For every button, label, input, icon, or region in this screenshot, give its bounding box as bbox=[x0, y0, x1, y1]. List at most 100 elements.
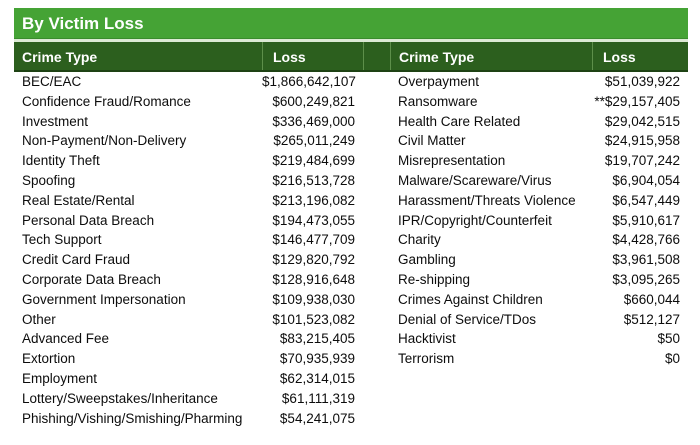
table-row: Investment $336,469,000 bbox=[14, 112, 363, 132]
crime-type-cell: Health Care Related bbox=[398, 113, 521, 129]
crime-type-cell: Phishing/Vishing/Smishing/Pharming bbox=[22, 410, 243, 426]
loss-cell: $1,866,642,107 bbox=[262, 74, 356, 89]
loss-cell: $3,961,508 bbox=[612, 252, 680, 268]
table-row: Tech Support $146,477,709 bbox=[14, 230, 363, 250]
header-loss-right: Loss bbox=[592, 42, 688, 70]
loss-cell: $62,314,015 bbox=[279, 370, 355, 386]
table-row: Denial of Service/TDos $512,127 bbox=[390, 310, 688, 330]
table-row: Corporate Data Breach $128,916,648 bbox=[14, 270, 363, 290]
table-title-bar: By Victim Loss bbox=[14, 8, 688, 39]
loss-cell: $6,904,054 bbox=[612, 172, 680, 188]
table-row: Lottery/Sweepstakes/Inheritance $61,111,3… bbox=[14, 389, 363, 409]
table-row: Government Impersonation $109,938,030 bbox=[14, 290, 363, 310]
crime-type-cell: Employment bbox=[22, 370, 98, 386]
crime-type-cell: Crimes Against Children bbox=[398, 291, 543, 307]
crime-type-cell: Harassment/Threats Violence bbox=[398, 192, 576, 208]
crime-type-cell: IPR/Copyright/Counterfeit bbox=[398, 212, 552, 228]
table-row: Extortion $70,935,939 bbox=[14, 349, 363, 369]
table-row: Crimes Against Children $660,044 bbox=[390, 290, 688, 310]
crime-type-cell: Corporate Data Breach bbox=[22, 271, 161, 287]
crime-type-cell: Credit Card Fraud bbox=[22, 252, 131, 268]
crime-type-cell: Ransomware bbox=[398, 93, 478, 109]
crime-type-cell: Real Estate/Rental bbox=[22, 192, 135, 208]
table-row: Re-shipping $3,095,265 bbox=[390, 270, 688, 290]
table-row: Employment $62,314,015 bbox=[14, 369, 363, 389]
table-body: BEC/EAC $1,866,642,107 Confidence Fraud/Ro… bbox=[14, 72, 688, 429]
loss-cell: $54,241,075 bbox=[279, 410, 355, 426]
table-row: Credit Card Fraud $129,820,792 bbox=[14, 250, 363, 270]
table-row: Confidence Fraud/Romance $600,249,821 bbox=[14, 92, 363, 112]
crime-type-cell: Charity bbox=[398, 232, 441, 248]
table-row: Gambling $3,961,508 bbox=[390, 250, 688, 270]
table-row: Personal Data Breach $194,473,055 bbox=[14, 211, 363, 231]
crime-type-cell: Denial of Service/TDos bbox=[398, 311, 537, 327]
crime-type-cell: Identity Theft bbox=[22, 153, 100, 169]
crime-type-cell: BEC/EAC bbox=[22, 74, 82, 89]
table-row: Civil Matter $24,915,958 bbox=[390, 131, 688, 151]
crime-type-cell: Advanced Fee bbox=[22, 331, 110, 347]
loss-cell: $336,469,000 bbox=[272, 113, 355, 129]
header-loss-left: Loss bbox=[262, 42, 363, 70]
header-crime-type-left: Crime Type bbox=[22, 49, 98, 65]
table-row: Hacktivist $50 bbox=[390, 329, 688, 349]
loss-cell: $194,473,055 bbox=[272, 212, 355, 228]
table-row: Malware/Scareware/Virus $6,904,054 bbox=[390, 171, 688, 191]
crime-type-cell: Spoofing bbox=[22, 172, 76, 188]
loss-cell: $19,707,242 bbox=[604, 153, 680, 169]
table-row: Phishing/Vishing/Smishing/Pharming $54,24… bbox=[14, 409, 363, 429]
crime-type-cell: Other bbox=[22, 311, 56, 327]
crime-type-cell: Civil Matter bbox=[398, 133, 466, 149]
crime-type-cell: Malware/Scareware/Virus bbox=[398, 172, 552, 188]
loss-cell: $3,095,265 bbox=[612, 271, 680, 287]
crime-type-cell: Terrorism bbox=[398, 351, 455, 367]
crime-type-cell: Re-shipping bbox=[398, 271, 471, 287]
header-spacer bbox=[363, 42, 390, 70]
loss-cell: $128,916,648 bbox=[272, 271, 355, 287]
crime-type-cell: Hacktivist bbox=[398, 331, 456, 347]
loss-cell: $101,523,082 bbox=[272, 311, 355, 327]
crime-type-cell: Lottery/Sweepstakes/Inheritance bbox=[22, 390, 218, 406]
table-row: Advanced Fee $83,215,405 bbox=[14, 329, 363, 349]
crime-type-cell: Non-Payment/Non-Delivery bbox=[22, 133, 187, 149]
table-row: Other $101,523,082 bbox=[14, 310, 363, 330]
table-row: Harassment/Threats Violence $6,547,449 bbox=[390, 191, 688, 211]
loss-cell: $5,910,617 bbox=[612, 212, 680, 228]
loss-cell: $61,111,319 bbox=[281, 390, 355, 406]
loss-cell: $146,477,709 bbox=[272, 232, 355, 248]
loss-cell: **$29,157,405 bbox=[594, 93, 680, 109]
loss-cell: $6,547,449 bbox=[612, 192, 680, 208]
loss-cell: $0 bbox=[664, 351, 680, 367]
loss-cell: $600,249,821 bbox=[272, 93, 355, 109]
loss-cell: $216,513,728 bbox=[272, 172, 355, 188]
loss-cell: $265,011,249 bbox=[273, 133, 355, 149]
crime-type-cell: Personal Data Breach bbox=[22, 212, 155, 228]
crime-type-cell: Confidence Fraud/Romance bbox=[22, 93, 191, 109]
loss-cell: $219,484,699 bbox=[272, 153, 355, 169]
table-row: Non-Payment/Non-Delivery $265,011,249 bbox=[14, 131, 363, 151]
title-divider bbox=[14, 39, 688, 42]
table-row: Charity $4,428,766 bbox=[390, 230, 688, 250]
table-row: Misrepresentation $19,707,242 bbox=[390, 151, 688, 171]
right-table: Overpayment $51,039,922 Ransomware **$29,15… bbox=[390, 72, 688, 369]
table-row: Identity Theft $219,484,699 bbox=[14, 151, 363, 171]
loss-cell: $129,820,792 bbox=[272, 252, 355, 268]
table-row: BEC/EAC $1,866,642,107 bbox=[14, 72, 363, 92]
crime-type-cell: Extortion bbox=[22, 351, 76, 367]
crime-type-cell: Investment bbox=[22, 113, 89, 129]
loss-cell: $51,039,922 bbox=[604, 74, 680, 89]
victim-loss-table: By Victim Loss Crime Type Loss Crime Typ… bbox=[14, 8, 688, 429]
table-row: IPR/Copyright/Counterfeit $5,910,617 bbox=[390, 211, 688, 231]
left-table: BEC/EAC $1,866,642,107 Confidence Fraud/Ro… bbox=[14, 72, 363, 428]
table-row: Spoofing $216,513,728 bbox=[14, 171, 363, 191]
loss-cell: $213,196,082 bbox=[272, 192, 355, 208]
loss-cell: $4,428,766 bbox=[612, 232, 680, 248]
table-header-row: Crime Type Loss Crime Type Loss bbox=[14, 42, 688, 72]
loss-cell: $50 bbox=[657, 331, 680, 347]
table-row: Ransomware **$29,157,405 bbox=[390, 92, 688, 112]
header-crime-type-right: Crime Type bbox=[390, 42, 592, 70]
crime-type-cell: Tech Support bbox=[22, 232, 102, 248]
crime-type-cell: Misrepresentation bbox=[398, 153, 506, 169]
loss-cell: $660,044 bbox=[623, 291, 680, 307]
loss-cell: $109,938,030 bbox=[272, 291, 355, 307]
loss-cell: $24,915,958 bbox=[604, 133, 680, 149]
